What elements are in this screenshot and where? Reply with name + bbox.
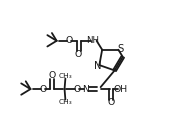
Text: O: O	[108, 98, 115, 107]
Text: O: O	[39, 85, 47, 94]
Text: CH₃: CH₃	[58, 99, 72, 105]
Text: O: O	[75, 50, 82, 59]
Text: O: O	[73, 85, 80, 94]
Text: N: N	[94, 61, 101, 71]
Text: CH₃: CH₃	[58, 73, 72, 79]
Text: OH: OH	[113, 85, 128, 94]
Text: N: N	[82, 85, 89, 94]
Text: S: S	[117, 44, 124, 54]
Text: O: O	[49, 71, 56, 80]
Text: O: O	[66, 36, 73, 45]
Text: NH: NH	[86, 36, 99, 45]
